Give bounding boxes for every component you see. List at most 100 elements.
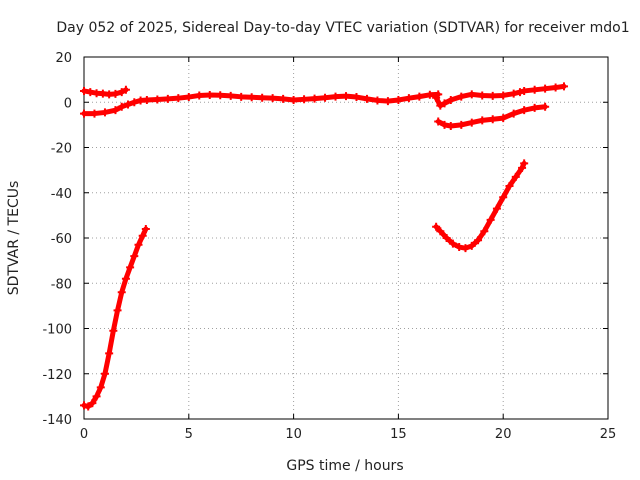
data-point — [300, 95, 309, 104]
data-point — [174, 94, 183, 103]
data-point — [105, 349, 114, 358]
data-point — [100, 369, 109, 378]
data-point — [247, 93, 256, 102]
data-point — [520, 86, 529, 95]
data-point — [153, 95, 162, 104]
data-point — [96, 383, 105, 392]
data-point — [432, 222, 441, 231]
data-point — [113, 306, 122, 315]
data-point — [141, 224, 150, 233]
data-point — [457, 92, 466, 101]
chart-title: Day 052 of 2025, Sidereal Day-to-day VTE… — [56, 20, 629, 36]
data-point — [436, 101, 445, 110]
data-point — [509, 89, 518, 98]
data-point — [352, 93, 361, 102]
data-point — [434, 117, 443, 126]
data-point — [226, 91, 235, 100]
data-point — [518, 163, 527, 172]
data-point — [117, 288, 126, 297]
y-tick-label: -140 — [42, 413, 72, 428]
data-point — [268, 94, 277, 103]
data-point — [488, 91, 497, 100]
data-point — [541, 84, 550, 93]
data-point — [130, 252, 139, 261]
data-point — [90, 109, 99, 118]
y-tick-label: -80 — [51, 277, 72, 292]
data-point — [467, 241, 476, 250]
data-point — [455, 243, 464, 252]
data-point — [492, 204, 501, 213]
data-point — [111, 106, 120, 115]
data-point — [373, 96, 382, 105]
data-point — [415, 92, 424, 101]
data-point — [520, 159, 529, 168]
data-point — [440, 99, 449, 108]
x-tick-label: 0 — [80, 427, 88, 442]
data-marks — [80, 82, 568, 411]
x-tick-label: 5 — [185, 427, 193, 442]
data-point — [488, 115, 497, 124]
data-point — [195, 91, 204, 100]
data-point — [342, 92, 350, 101]
data-point — [499, 114, 508, 123]
data-point — [530, 85, 539, 94]
data-point — [362, 94, 371, 103]
data-point — [499, 193, 508, 202]
data-point — [205, 91, 214, 100]
data-point — [289, 95, 298, 104]
series-arc-3 — [80, 224, 150, 411]
data-point — [486, 215, 495, 224]
series-band — [433, 83, 567, 109]
data-point — [80, 401, 88, 410]
data-point — [121, 85, 130, 94]
data-point — [88, 399, 97, 408]
y-tick-label: -40 — [51, 187, 72, 202]
y-axis-label: SDTVAR / TECUs — [6, 181, 22, 296]
data-point — [515, 88, 524, 97]
x-tick-label: 25 — [600, 427, 617, 442]
series-band — [81, 226, 149, 410]
data-point — [100, 108, 109, 117]
data-point — [520, 106, 529, 115]
data-point — [258, 93, 267, 102]
data-point — [84, 402, 93, 411]
data-point — [478, 116, 487, 125]
y-tick-label: -120 — [42, 368, 72, 383]
data-point — [467, 90, 476, 99]
data-point — [480, 227, 489, 236]
data-point — [551, 83, 560, 92]
data-point — [331, 92, 340, 101]
series-arc-6 — [432, 159, 529, 253]
x-axis-label: GPS time / hours — [286, 458, 403, 474]
data-point — [121, 274, 130, 283]
series-arc-5 — [434, 102, 550, 131]
data-point — [126, 263, 135, 272]
data-point — [478, 91, 487, 100]
data-point — [142, 95, 151, 104]
data-point — [134, 240, 143, 249]
data-point — [86, 88, 95, 97]
x-tick-label: 20 — [495, 427, 512, 442]
data-point — [184, 93, 193, 102]
data-point — [138, 231, 147, 240]
data-point — [80, 86, 88, 95]
x-tick-label: 15 — [390, 427, 407, 442]
data-point — [216, 91, 225, 100]
y-tick-label: -100 — [42, 323, 72, 338]
series-arc-1 — [80, 85, 130, 99]
data-point — [509, 109, 518, 118]
data-point — [457, 120, 466, 129]
y-tick-label: 20 — [55, 51, 72, 66]
data-point — [511, 172, 520, 181]
data-point — [559, 82, 568, 91]
data-point — [404, 94, 413, 103]
data-point — [163, 94, 172, 103]
data-point — [279, 94, 288, 103]
data-point — [440, 120, 449, 129]
y-tick-label: -20 — [51, 142, 72, 157]
data-point — [467, 118, 476, 127]
data-point — [446, 95, 455, 104]
data-point — [80, 109, 88, 118]
series-arc-4 — [432, 82, 568, 110]
data-point — [310, 94, 319, 103]
